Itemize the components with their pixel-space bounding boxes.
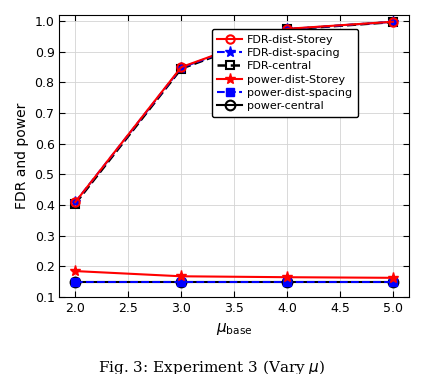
X-axis label: $\mu_{\rm base}$: $\mu_{\rm base}$ [216,321,253,337]
Text: Fig. 3: Experiment 3 (Vary $\mu$): Fig. 3: Experiment 3 (Vary $\mu$) [98,358,326,374]
Y-axis label: FDR and power: FDR and power [15,103,29,209]
Legend: FDR-dist-Storey, FDR-dist-spacing, FDR-central, power-dist-Storey, power-dist-sp: FDR-dist-Storey, FDR-dist-spacing, FDR-c… [212,29,358,117]
